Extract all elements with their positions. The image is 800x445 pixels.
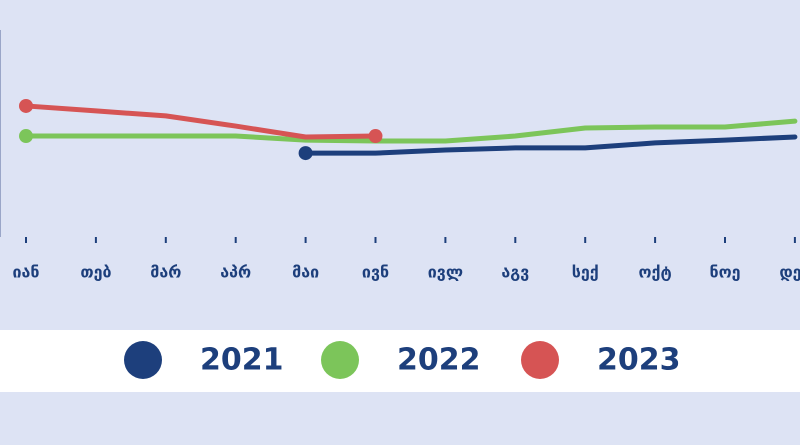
x-tick-label: აგვ (501, 263, 529, 282)
x-tick-label: აპრ (220, 263, 251, 282)
legend-label: 2023 (597, 343, 681, 378)
series-marker (368, 129, 383, 144)
legend: 2021 2022 2023 (124, 341, 681, 379)
series-marker (19, 98, 33, 113)
x-tick-label: ოქტ (639, 263, 672, 282)
x-tick-label: მაი (292, 263, 319, 282)
x-tick-label: იან (13, 263, 40, 282)
plot-area: იან თებ მარ აპრ მაი ივნ ივლ აგვ სექ ოქტ ნოე დეკ (13, 98, 800, 282)
x-tick-label: მარ (150, 263, 181, 282)
series-marker (298, 146, 313, 161)
legend-swatch (521, 341, 559, 379)
legend-label: 2022 (397, 343, 481, 378)
x-tick-label: სექ (572, 263, 599, 282)
series-line (23, 118, 798, 144)
x-tick-label: თებ (80, 263, 111, 282)
legend-swatch (124, 341, 162, 379)
legend-label: 2021 (200, 343, 284, 378)
x-tick-label: ნოე (710, 263, 741, 282)
legend-swatch (321, 341, 359, 379)
series-line (303, 134, 798, 156)
series-line (23, 103, 378, 140)
x-tick-label: ივნ (362, 263, 389, 282)
x-tick-label: ივლ (428, 263, 463, 282)
x-tick-label: დეკ (779, 263, 800, 282)
series-marker (19, 129, 33, 144)
